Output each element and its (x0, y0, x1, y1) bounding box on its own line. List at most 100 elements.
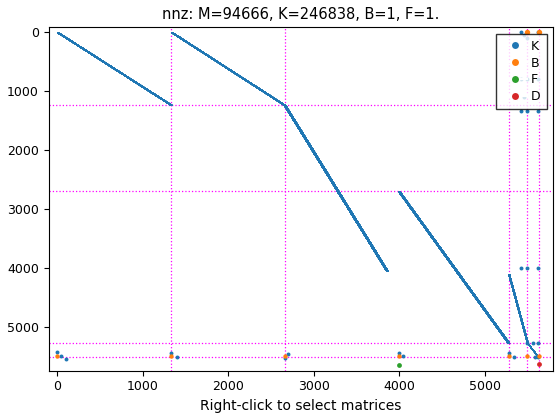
Point (324, 173, 333, 180)
Point (120, 71, 129, 78)
Point (189, 42, 198, 49)
Point (301, 136, 310, 143)
Point (57, 31, 66, 37)
Point (120, 71, 129, 78)
Point (314, 157, 323, 164)
Point (134, 80, 143, 87)
Point (99, 58, 108, 65)
Point (418, 219, 427, 226)
Point (491, 323, 500, 330)
Point (383, 266, 392, 273)
Point (380, 265, 389, 271)
Point (491, 320, 500, 327)
Point (328, 181, 337, 188)
Point (322, 168, 331, 175)
Point (228, 69, 237, 76)
Point (54, 29, 63, 36)
Point (335, 190, 344, 197)
Point (381, 265, 390, 272)
Point (514, 306, 522, 312)
Point (236, 74, 245, 81)
Point (461, 281, 470, 287)
Point (512, 300, 521, 307)
Point (458, 277, 467, 284)
Point (108, 64, 117, 71)
Point (412, 212, 421, 219)
Point (418, 222, 427, 228)
Point (446, 260, 455, 267)
Point (421, 226, 430, 233)
Point (440, 252, 449, 258)
Point (451, 267, 460, 273)
Point (264, 92, 273, 99)
Point (245, 78, 254, 85)
Point (354, 221, 363, 228)
Point (370, 250, 379, 257)
Point (418, 220, 427, 227)
Point (340, 199, 349, 205)
Point (129, 78, 138, 84)
Point (491, 323, 500, 329)
Point (404, 202, 413, 208)
Point (160, 97, 169, 103)
Point (488, 316, 497, 323)
Point (445, 260, 454, 266)
Point (508, 285, 517, 292)
Point (259, 87, 268, 94)
Point (522, 337, 531, 344)
Point (402, 199, 410, 206)
Point (300, 135, 309, 142)
Point (288, 114, 297, 121)
Point (462, 283, 471, 289)
Point (253, 84, 262, 91)
Point (306, 143, 315, 150)
Point (491, 323, 500, 329)
Point (402, 197, 411, 204)
Point (433, 243, 442, 250)
Point (343, 203, 352, 210)
Point (313, 156, 322, 163)
Point (483, 310, 492, 317)
Point (283, 107, 292, 114)
Point (503, 339, 512, 346)
Point (287, 113, 296, 120)
Point (342, 204, 351, 210)
Point (516, 312, 525, 319)
Point (501, 336, 510, 343)
Point (296, 126, 305, 133)
Point (123, 74, 132, 81)
Point (470, 291, 479, 298)
Point (291, 122, 300, 129)
Point (450, 263, 459, 270)
Point (67, 37, 76, 44)
Point (332, 186, 341, 193)
Point (449, 264, 458, 270)
Point (309, 147, 318, 154)
Point (123, 74, 132, 81)
Point (432, 238, 441, 245)
Point (495, 328, 504, 334)
Point (106, 63, 115, 70)
Point (166, 102, 175, 108)
Point (516, 318, 525, 324)
Point (506, 278, 515, 285)
Point (514, 306, 522, 312)
Point (98, 57, 107, 63)
Point (77, 43, 86, 50)
Point (287, 115, 296, 122)
Point (152, 92, 161, 98)
Point (497, 329, 506, 336)
Point (525, 341, 534, 348)
Point (165, 100, 174, 107)
Point (284, 107, 293, 113)
Point (473, 298, 482, 304)
Point (102, 60, 111, 67)
Point (507, 283, 516, 289)
Point (472, 293, 480, 300)
Point (326, 176, 335, 183)
Point (444, 257, 453, 264)
Point (517, 317, 526, 323)
Point (446, 260, 455, 266)
Point (465, 284, 474, 291)
Point (293, 124, 302, 131)
